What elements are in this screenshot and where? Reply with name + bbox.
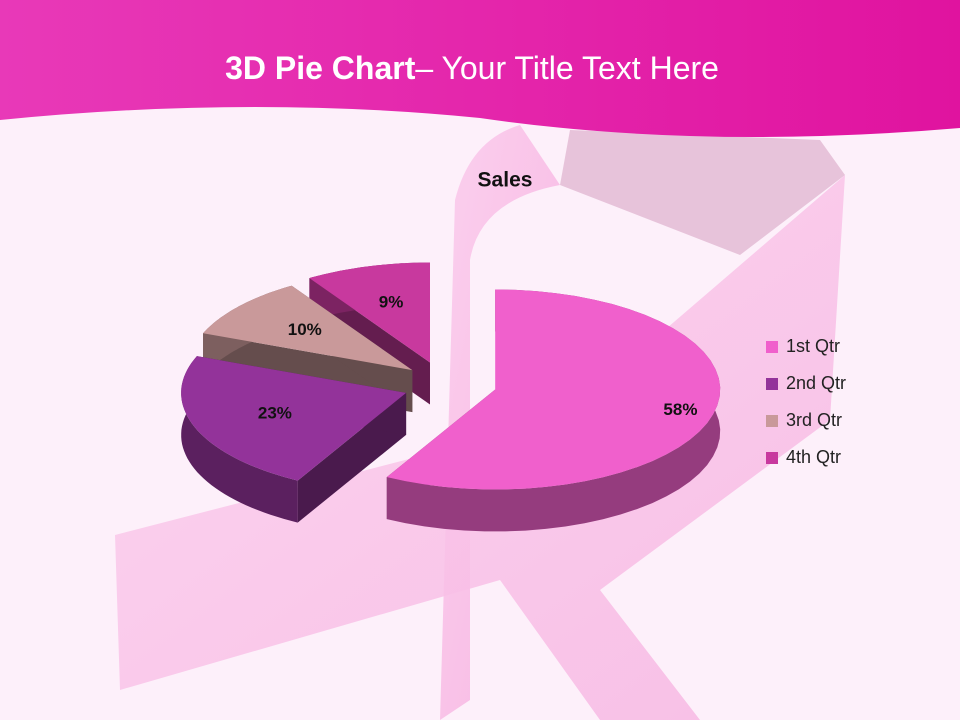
data-label: 10% [288, 320, 322, 339]
chart-title: Sales [478, 169, 533, 192]
data-label: 9% [379, 292, 404, 311]
legend-swatch [766, 415, 778, 427]
legend-label: 4th Qtr [786, 447, 841, 467]
slice-wall [181, 356, 298, 523]
legend-label: 1st Qtr [786, 336, 840, 356]
ribbon-back [560, 130, 845, 255]
slide-title: 3D Pie Chart– Your Title Text Here [225, 50, 719, 86]
legend-label: 3rd Qtr [786, 410, 842, 430]
data-label: 58% [663, 400, 697, 419]
legend: 1st Qtr 2nd Qtr 3rd Qtr 4th Qtr [766, 336, 846, 467]
legend-label: 2nd Qtr [786, 373, 846, 393]
slice [203, 285, 413, 371]
slice [386, 289, 721, 490]
legend-swatch [766, 378, 778, 390]
data-label: 23% [258, 403, 292, 422]
legend-swatch [766, 341, 778, 353]
slice [309, 262, 430, 363]
legend-swatch [766, 452, 778, 464]
pie: 58% 23% 10% 9% [181, 262, 721, 532]
header-band [0, 0, 960, 137]
slice [181, 356, 407, 481]
